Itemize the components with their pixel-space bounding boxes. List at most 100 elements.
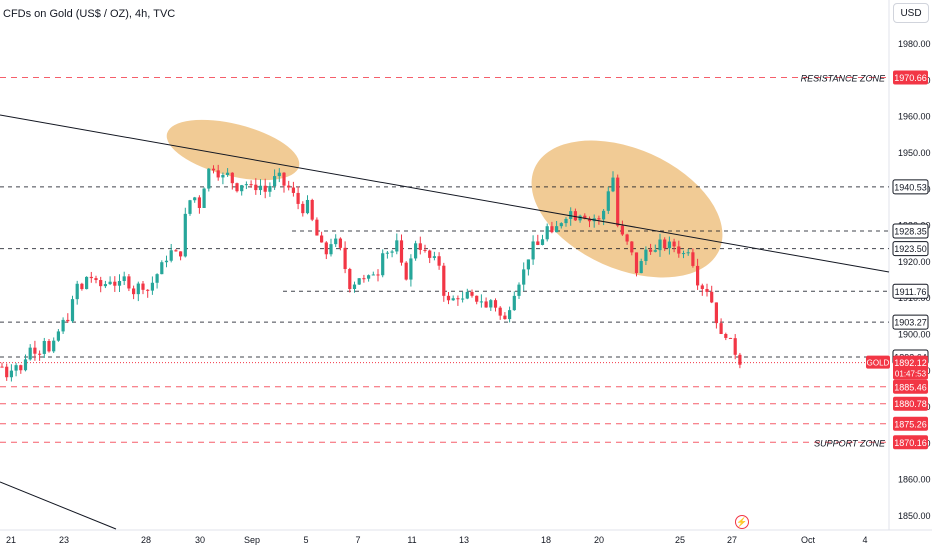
candle-body[interactable] xyxy=(517,284,521,296)
current-price-badge[interactable] xyxy=(893,355,928,380)
candle-body[interactable] xyxy=(465,291,469,299)
candle-body[interactable] xyxy=(508,310,512,320)
candle-body[interactable] xyxy=(385,252,389,254)
candle-body[interactable] xyxy=(437,256,441,266)
candle-body[interactable] xyxy=(414,243,418,259)
candle-body[interactable] xyxy=(207,168,211,189)
candle-body[interactable] xyxy=(56,331,60,341)
candle-body[interactable] xyxy=(89,276,93,279)
candle-body[interactable] xyxy=(583,215,587,219)
candle-body[interactable] xyxy=(310,199,314,220)
candle-body[interactable] xyxy=(667,241,671,249)
candle-body[interactable] xyxy=(80,283,84,290)
candle-body[interactable] xyxy=(305,199,310,214)
candle-body[interactable] xyxy=(719,323,723,334)
candle-body[interactable] xyxy=(404,262,408,280)
price-badge[interactable] xyxy=(893,416,928,431)
candle-body[interactable] xyxy=(644,249,648,262)
candle-body[interactable] xyxy=(399,240,404,263)
candle-body[interactable] xyxy=(348,269,352,290)
candle-body[interactable] xyxy=(66,319,70,322)
candle-body[interactable] xyxy=(681,253,686,255)
candle-body[interactable] xyxy=(343,247,347,270)
candle-body[interactable] xyxy=(456,298,460,300)
price-badge[interactable] xyxy=(893,435,928,450)
price-badge[interactable] xyxy=(892,314,929,330)
candle-body[interactable] xyxy=(395,240,399,252)
candle-body[interactable] xyxy=(136,283,140,295)
candle-body[interactable] xyxy=(428,250,432,258)
candle-body[interactable] xyxy=(714,302,718,324)
candle-body[interactable] xyxy=(451,298,455,301)
candle-body[interactable] xyxy=(183,213,187,257)
candle-body[interactable] xyxy=(653,250,657,252)
candle-body[interactable] xyxy=(282,172,286,186)
candle-body[interactable] xyxy=(649,249,653,252)
candle-body[interactable] xyxy=(38,353,42,355)
candle-body[interactable] xyxy=(526,259,530,270)
candle-body[interactable] xyxy=(470,291,474,296)
candle-body[interactable] xyxy=(277,172,281,177)
candle-body[interactable] xyxy=(597,218,601,220)
candle-body[interactable] xyxy=(263,185,267,192)
candle-body[interactable] xyxy=(461,298,465,300)
candle-body[interactable] xyxy=(193,197,197,201)
candle-body[interactable] xyxy=(446,295,451,301)
price-badge[interactable] xyxy=(892,179,929,195)
price-badge[interactable] xyxy=(892,283,929,299)
candle-body[interactable] xyxy=(728,337,733,339)
candle-body[interactable] xyxy=(371,274,375,276)
candle-body[interactable] xyxy=(9,370,13,378)
candle-body[interactable] xyxy=(493,300,498,308)
candle-body[interactable] xyxy=(301,203,305,214)
candle-body[interactable] xyxy=(188,200,192,214)
candle-body[interactable] xyxy=(338,238,342,248)
candle-body[interactable] xyxy=(352,284,357,290)
candle-body[interactable] xyxy=(221,174,225,178)
candle-body[interactable] xyxy=(672,241,676,247)
candle-body[interactable] xyxy=(52,340,56,352)
candle-body[interactable] xyxy=(320,235,324,243)
candle-body[interactable] xyxy=(540,239,545,245)
candle-body[interactable] xyxy=(226,172,230,175)
candle-body[interactable] xyxy=(569,211,573,219)
candle-body[interactable] xyxy=(611,177,615,192)
candle-body[interactable] xyxy=(202,188,206,208)
candle-body[interactable] xyxy=(14,365,18,371)
candle-body[interactable] xyxy=(639,261,643,274)
candle-body[interactable] xyxy=(230,172,234,184)
candle-body[interactable] xyxy=(334,238,338,245)
candle-body[interactable] xyxy=(606,191,610,211)
candle-body[interactable] xyxy=(249,184,253,186)
candle-body[interactable] xyxy=(244,184,248,186)
candle-body[interactable] xyxy=(258,185,263,191)
candle-body[interactable] xyxy=(409,258,413,280)
candle-body[interactable] xyxy=(324,242,328,255)
candle-body[interactable] xyxy=(240,185,244,192)
symbol-badge[interactable] xyxy=(866,355,890,369)
candle-body[interactable] xyxy=(733,338,737,355)
candle-body[interactable] xyxy=(658,239,662,251)
candle-body[interactable] xyxy=(536,241,540,245)
candle-body[interactable] xyxy=(99,280,103,287)
candle-body[interactable] xyxy=(287,185,291,188)
candle-body[interactable] xyxy=(164,260,169,263)
candle-body[interactable] xyxy=(677,246,681,254)
candle-body[interactable] xyxy=(691,252,695,266)
candle-body[interactable] xyxy=(376,274,380,276)
candle-body[interactable] xyxy=(663,239,667,249)
candle-body[interactable] xyxy=(578,215,582,221)
candle-body[interactable] xyxy=(573,211,577,221)
candle-body[interactable] xyxy=(724,333,728,338)
price-badge[interactable] xyxy=(893,379,928,394)
candle-body[interactable] xyxy=(155,274,159,283)
price-badge[interactable] xyxy=(893,396,928,411)
price-badge[interactable] xyxy=(893,70,928,85)
candle-body[interactable] xyxy=(475,295,479,302)
candle-body[interactable] xyxy=(423,249,427,251)
candle-body[interactable] xyxy=(696,265,700,286)
candle-body[interactable] xyxy=(432,256,436,258)
candle-body[interactable] xyxy=(367,275,371,279)
candle-body[interactable] xyxy=(602,210,606,220)
candle-body[interactable] xyxy=(630,241,634,253)
